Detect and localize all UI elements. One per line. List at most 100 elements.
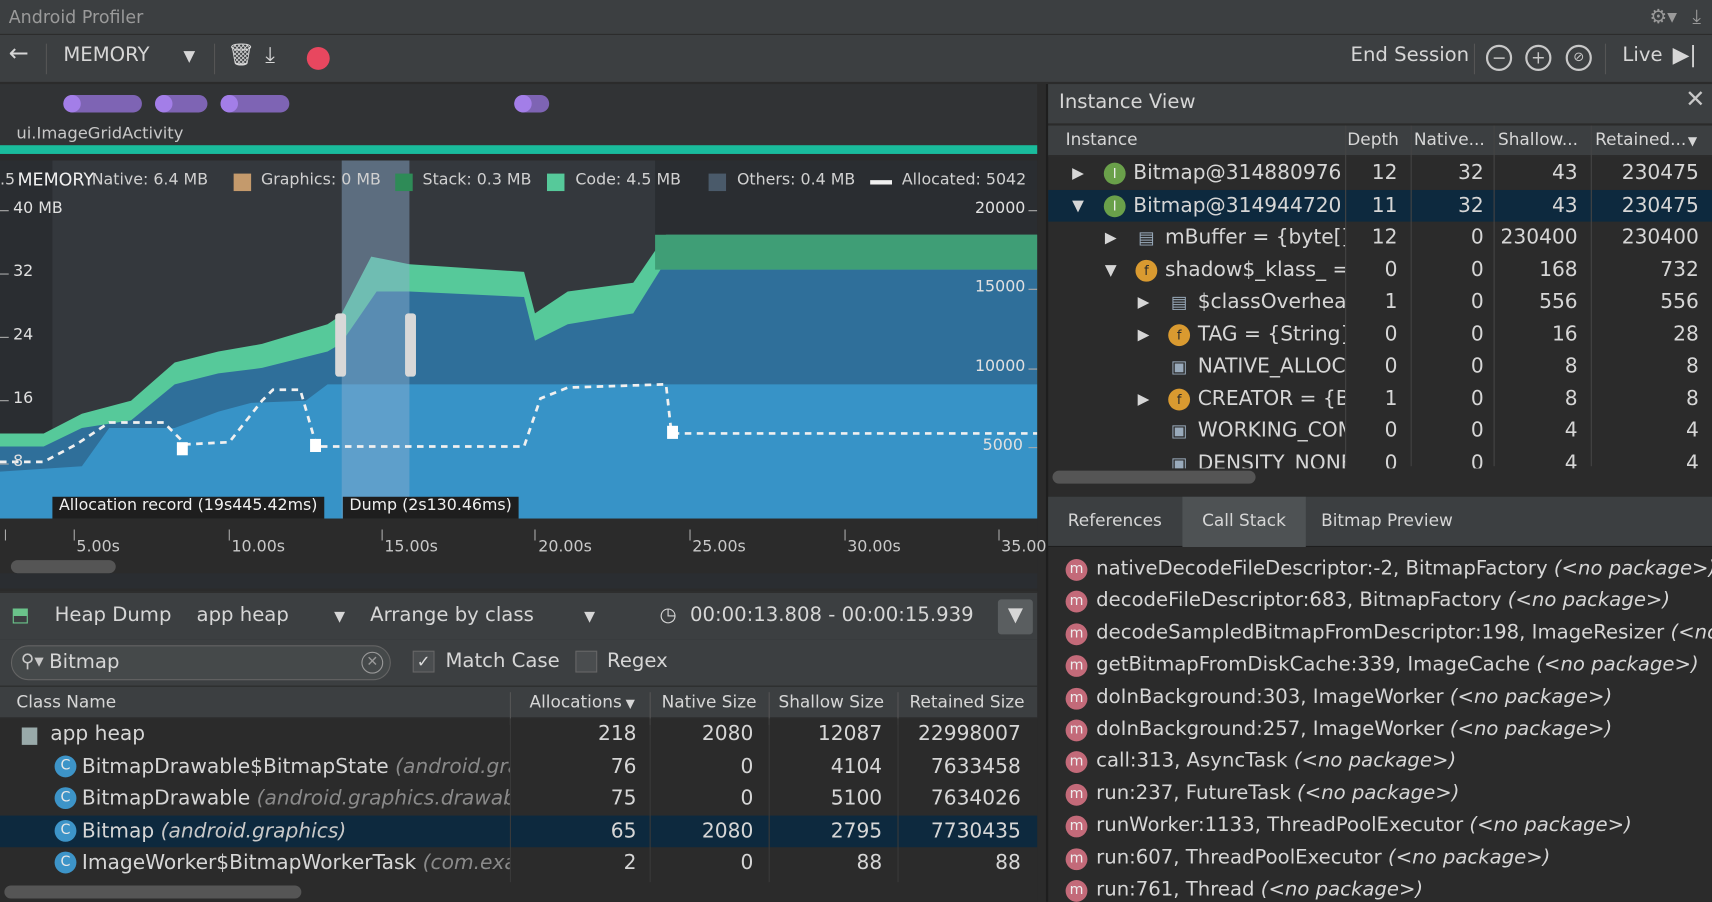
live-button[interactable]: Live (1622, 43, 1663, 67)
column-native[interactable]: Native... (1413, 129, 1485, 150)
instance-view-header: Instance View ✕ (1048, 84, 1712, 124)
method-icon: m (1065, 623, 1088, 646)
download-icon[interactable]: ⤓ (1692, 5, 1702, 29)
list-item[interactable]: m decodeFileDescriptor:683, BitmapFactory… (1048, 586, 1712, 618)
event-pill[interactable] (63, 94, 142, 113)
column-class-name[interactable]: Class Name (16, 692, 117, 712)
table-row[interactable]: ▶ f CREATOR = {Bi 1 0 8 8 (1048, 383, 1712, 415)
class-name: Bitmap (81, 819, 155, 843)
legend-graphics: Graphics: 0 MB (260, 171, 381, 189)
column-allocations[interactable]: Allocations (529, 692, 622, 712)
expand-arrow-icon[interactable]: ▶ (1137, 390, 1150, 408)
chevron-down-icon[interactable]: ▼ (334, 609, 346, 626)
heap-select[interactable]: app heap (196, 603, 289, 627)
chevron-down-icon[interactable]: ▼ (183, 48, 196, 66)
record-icon[interactable] (306, 46, 330, 70)
expand-arrow-icon[interactable]: ▶ (1137, 293, 1150, 312)
chevron-down-icon[interactable]: ▼ (584, 609, 596, 626)
selection-handle-right[interactable] (405, 313, 416, 377)
table-row[interactable]: C BitmapDrawable$BitmapState (android.gr… (0, 751, 1037, 783)
event-pill[interactable] (514, 94, 550, 113)
gear-icon[interactable]: ⚙▾ (1649, 5, 1678, 29)
list-item[interactable]: m run:607, ThreadPoolExecutor (<no packag… (1048, 842, 1712, 874)
gc-trash-icon[interactable] (667, 425, 679, 439)
instance-scrollbar[interactable] (1052, 470, 1256, 484)
event-pill[interactable] (220, 94, 290, 113)
collapse-arrow-icon[interactable]: ▼ (1104, 261, 1117, 279)
gc-trash-icon[interactable] (176, 442, 188, 456)
table-row[interactable]: ▶ ▤ $classOverhead 1 0 556 556 (1048, 286, 1712, 318)
export-icon[interactable]: ⬒ (10, 603, 30, 627)
table-row[interactable]: ▣ WORKING_COM 0 0 4 4 (1048, 415, 1712, 447)
table-row[interactable]: ▆ app heap 218 2080 12087 22998007 (0, 718, 1037, 750)
list-item[interactable]: m nativeDecodeFileDescriptor:-2, BitmapFa… (1048, 554, 1712, 586)
table-row[interactable]: ▶ f TAG = {String} 0 0 16 28 (1048, 318, 1712, 350)
list-item[interactable]: m doInBackground:303, ImageWorker (<no pa… (1048, 682, 1712, 714)
divider (897, 718, 899, 883)
list-item[interactable]: m doInBackground:257, ImageWorker (<no pa… (1048, 714, 1712, 746)
expand-arrow-icon[interactable]: ▶ (1072, 164, 1084, 183)
selection-handle-left[interactable] (335, 313, 347, 377)
trash-icon[interactable]: 🗑 (227, 41, 255, 68)
table-row[interactable]: ▣ DENSITY_NONE 0 0 4 4 (1048, 447, 1712, 468)
stack-frame-text: getBitmapFromDiskCache:339, ImageCache (… (1096, 653, 1698, 676)
arrange-select[interactable]: Arrange by class (370, 603, 534, 627)
static-field-icon: ▣ (1170, 355, 1188, 377)
heap-dump-icon[interactable]: ⤓ (265, 41, 275, 68)
class-table-scrollbar[interactable] (4, 885, 302, 899)
go-live-icon[interactable]: ▶| (1672, 41, 1697, 68)
table-row[interactable]: ▼ f shadow$_klass_ = 0 0 168 732 (1048, 254, 1712, 286)
class-icon: C (54, 787, 77, 810)
table-row[interactable]: ▶ I Bitmap@314880976 ( 12 32 43 230475 (1048, 157, 1712, 189)
legend-native: Native: 6.4 MB (91, 171, 209, 189)
expand-arrow-icon[interactable]: ▶ (1137, 325, 1150, 344)
filter-icon[interactable]: ▼ (997, 599, 1033, 635)
column-native-size[interactable]: Native Size (661, 692, 757, 712)
table-row-selected[interactable]: C Bitmap (android.graphics) 65 2080 2795… (0, 815, 1038, 848)
package-name: (<no package>) (1469, 813, 1632, 837)
end-session-button[interactable]: End Session (1350, 43, 1470, 67)
back-arrow-icon[interactable]: ← (8, 40, 29, 68)
column-instance[interactable]: Instance (1065, 129, 1138, 150)
tab-references[interactable]: References (1067, 510, 1162, 531)
table-row[interactable]: C BitmapDrawable (android.graphics.drawa… (0, 783, 1037, 815)
column-retained-size[interactable]: Retained Size (909, 692, 1025, 712)
clear-search-icon[interactable]: ✕ (361, 651, 384, 674)
tab-bitmap-preview[interactable]: Bitmap Preview (1321, 510, 1453, 531)
search-input[interactable]: Bitmap (49, 650, 120, 674)
event-pill[interactable] (155, 94, 208, 113)
column-shallow-size[interactable]: Shallow Size (778, 692, 885, 712)
depth-cell: 1 (1384, 387, 1398, 410)
stack-frame-text: decodeFileDescriptor:683, BitmapFactory … (1096, 589, 1670, 612)
match-case-checkbox[interactable]: ✓ (412, 650, 435, 673)
table-row-selected[interactable]: ▼ I Bitmap@314944720 ( 11 32 43 230475 (1048, 189, 1712, 222)
memory-chart[interactable]: .5 MEMORY Native: 6.4 MB Graphics: 0 MB … (0, 160, 1038, 589)
heap-dump-selection[interactable] (341, 160, 410, 519)
search-field[interactable]: ⚲▾ Bitmap ✕ (10, 645, 391, 681)
allocations-cell: 65 (610, 819, 637, 843)
reset-zoom-icon[interactable]: ⊘ (1565, 44, 1592, 71)
zoom-in-icon[interactable]: + (1525, 44, 1552, 71)
list-item[interactable]: m decodeSampledBitmapFromDescriptor:198, … (1048, 618, 1712, 650)
timeline-scrollbar[interactable] (10, 560, 116, 574)
close-icon[interactable]: ✕ (1685, 86, 1706, 114)
gc-trash-icon[interactable] (310, 438, 321, 453)
profiler-select[interactable]: MEMORY (63, 43, 150, 67)
regex-checkbox[interactable] (575, 650, 598, 673)
list-item[interactable]: m run:237, FutureTask (<no package>) (1048, 778, 1712, 810)
column-retained[interactable]: Retained... (1595, 129, 1687, 150)
table-row[interactable]: C ImageWorker$BitmapWorkerTask (com.exa … (0, 847, 1037, 879)
list-item[interactable]: m runWorker:1133, ThreadPoolExecutor (<no… (1048, 810, 1712, 842)
table-row[interactable]: ▶ ▤ mBuffer = {byte[]} 12 0 230400 23040… (1048, 222, 1712, 254)
column-shallow[interactable]: Shallow... (1497, 129, 1578, 150)
list-item[interactable]: m call:313, AsyncTask (<no package>) (1048, 746, 1712, 778)
package-name: (android.graphics.drawable (256, 787, 510, 811)
column-depth[interactable]: Depth (1347, 129, 1399, 150)
tab-call-stack[interactable]: Call Stack (1182, 496, 1306, 547)
expand-arrow-icon[interactable]: ▶ (1104, 229, 1117, 247)
collapse-arrow-icon[interactable]: ▼ (1072, 197, 1084, 215)
list-item[interactable]: m run:761, Thread (<no package>) (1048, 874, 1712, 902)
table-row[interactable]: ▣ NATIVE_ALLOC 0 0 8 8 (1048, 350, 1712, 382)
list-item[interactable]: m getBitmapFromDiskCache:339, ImageCache … (1048, 650, 1712, 682)
zoom-out-icon[interactable]: − (1485, 44, 1513, 71)
